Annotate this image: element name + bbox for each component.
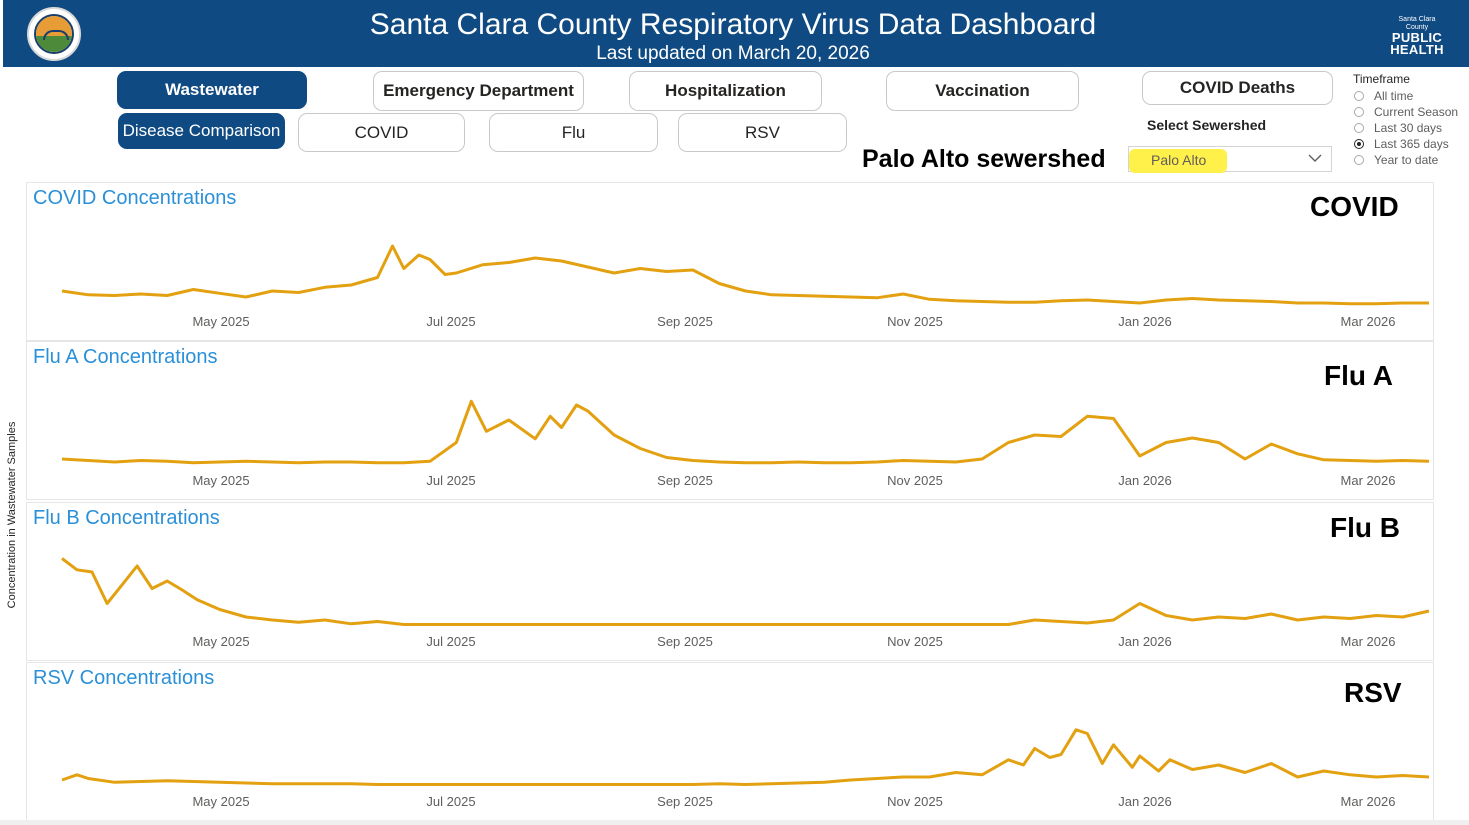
rsv-chart-panel: May 2025 Jul 2025 Sep 2025 Nov 2025 Jan 2026… (26, 662, 1434, 821)
x-tick-label: May 2025 (192, 634, 249, 649)
x-tick-label: May 2025 (192, 794, 249, 809)
header-bar: Santa Clara County Respiratory Virus Dat… (3, 0, 1469, 67)
timeframe-option-label: Year to date (1374, 153, 1439, 167)
flu-a-chart-panel: May 2025 Jul 2025 Sep 2025 Nov 2025 Jan 2026… (26, 341, 1434, 500)
series-line (61, 728, 1430, 786)
radio-icon (1354, 91, 1364, 101)
x-tick-label: May 2025 (192, 473, 249, 488)
covid-chart-panel: May 2025 Jul 2025 Sep 2025 Nov 2025 Jan 2026… (26, 182, 1434, 341)
flu-a-annotation: Flu A (1324, 360, 1393, 391)
bottom-strip (0, 820, 1469, 825)
x-tick-label: Jul 2025 (426, 794, 475, 809)
x-tick-label: Mar 2026 (1341, 634, 1396, 649)
x-tick-label: Jul 2025 (426, 314, 475, 329)
x-tick-label: Mar 2026 (1341, 473, 1396, 488)
logo-county-text: Santa Clara County (1398, 16, 1436, 31)
seal-emblem (34, 14, 74, 54)
covid-annotation: COVID (1310, 191, 1399, 222)
timeframe-option-label: Last 30 days (1374, 121, 1443, 135)
x-tick-label: Jan 2026 (1118, 473, 1172, 488)
x-tick-label: Sep 2025 (657, 794, 713, 809)
last-updated: Last updated on March 20, 2026 (596, 43, 870, 64)
flu-b-chart-title: Flu B Concentrations (33, 507, 220, 529)
chevron-down-icon (1308, 154, 1322, 162)
hospitalization-button[interactable]: Hospitalization (629, 71, 822, 111)
covid-button[interactable]: COVID (298, 113, 465, 152)
sewershed-annotation: Palo Alto sewershed (862, 145, 1106, 173)
x-tick-label: Mar 2026 (1341, 794, 1396, 809)
covid-chart: May 2025 Jul 2025 Sep 2025 Nov 2025 Jan 2026… (61, 244, 1429, 329)
emergency-department-button[interactable]: Emergency Department (373, 71, 584, 111)
vaccination-button[interactable]: Vaccination (886, 71, 1079, 111)
timeframe-option-label: Current Season (1374, 105, 1459, 119)
timeframe-option-current-season[interactable]: Current Season (1354, 105, 1458, 119)
radio-selected-icon (1354, 139, 1364, 149)
radio-icon (1354, 155, 1364, 165)
page-title: Santa Clara County Respiratory Virus Dat… (369, 8, 1097, 41)
x-tick-label: Sep 2025 (657, 634, 713, 649)
x-tick-label: Jan 2026 (1118, 314, 1172, 329)
timeframe-option-last-30-days[interactable]: Last 30 days (1354, 121, 1442, 135)
x-tick-label: Jul 2025 (426, 473, 475, 488)
flu-b-chart: May 2025 Jul 2025 Sep 2025 Nov 2025 Jan 2026… (61, 557, 1430, 649)
wastewater-button[interactable]: Wastewater (117, 71, 307, 109)
x-tick-label: May 2025 (192, 314, 249, 329)
series-line (61, 244, 1429, 306)
series-line (61, 557, 1430, 626)
flu-a-chart: May 2025 Jul 2025 Sep 2025 Nov 2025 Jan 2026… (61, 399, 1430, 488)
disease-comparison-button[interactable]: Disease Comparison (118, 113, 285, 149)
timeframe-option-label: Last 365 days (1374, 137, 1449, 151)
timeframe-option-all-time[interactable]: All time (1354, 89, 1413, 103)
x-tick-label: Nov 2025 (887, 473, 943, 488)
timeframe-option-label: All time (1374, 89, 1414, 103)
sewershed-value: Palo Alto (1151, 152, 1207, 168)
series-line (61, 399, 1430, 465)
logo-health-text: HEALTH (1390, 42, 1444, 57)
county-seal-logo (27, 7, 81, 61)
covid-deaths-button[interactable]: COVID Deaths (1142, 71, 1333, 105)
rsv-chart: May 2025 Jul 2025 Sep 2025 Nov 2025 Jan 2026… (61, 728, 1430, 809)
public-health-logo: Santa Clara County PUBLIC HEALTH (1387, 16, 1447, 56)
x-tick-label: Mar 2026 (1341, 314, 1396, 329)
rsv-button[interactable]: RSV (678, 113, 847, 152)
flu-a-chart-title: Flu A Concentrations (33, 346, 218, 368)
y-axis-label: Concentration in Wastewater Samples (6, 421, 18, 609)
timeframe-option-year-to-date[interactable]: Year to date (1354, 153, 1438, 167)
rsv-annotation: RSV (1344, 677, 1402, 708)
x-tick-label: Sep 2025 (657, 473, 713, 488)
timeframe-title: Timeframe (1353, 72, 1410, 86)
sewershed-dropdown[interactable]: Palo Alto (1128, 146, 1332, 173)
covid-chart-title: COVID Concentrations (33, 187, 237, 209)
flu-b-annotation: Flu B (1330, 512, 1400, 543)
radio-icon (1354, 107, 1364, 117)
x-tick-label: Jan 2026 (1118, 794, 1172, 809)
x-tick-label: Nov 2025 (887, 794, 943, 809)
timeframe-option-last-365-days[interactable]: Last 365 days (1354, 137, 1449, 151)
x-tick-label: Sep 2025 (657, 314, 713, 329)
highlight-mark (1129, 149, 1227, 173)
x-tick-label: Jan 2026 (1118, 634, 1172, 649)
sewershed-label: Select Sewershed (1147, 117, 1267, 133)
x-tick-label: Nov 2025 (887, 634, 943, 649)
flu-b-chart-panel: May 2025 Jul 2025 Sep 2025 Nov 2025 Jan 2026… (26, 502, 1434, 661)
x-tick-label: Jul 2025 (426, 634, 475, 649)
x-tick-label: Nov 2025 (887, 314, 943, 329)
rsv-chart-title: RSV Concentrations (33, 667, 215, 689)
flu-button[interactable]: Flu (489, 113, 658, 152)
logo-public-text: PUBLIC (1391, 30, 1443, 45)
radio-icon (1354, 123, 1364, 133)
